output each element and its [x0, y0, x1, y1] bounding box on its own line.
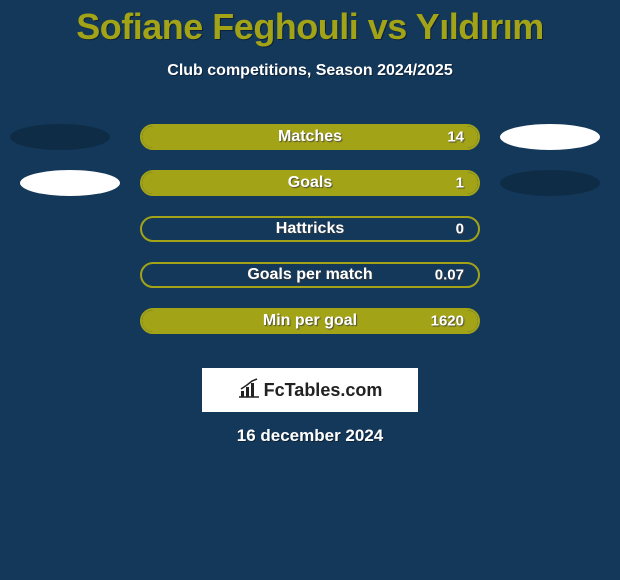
stat-value: 1620	[431, 313, 464, 330]
watermark-logo: FcTables.com	[202, 368, 418, 412]
page-title: Sofiane Feghouli vs Yıldırım	[0, 0, 620, 48]
stat-bar: Matches 14	[140, 124, 480, 150]
logo-text: FcTables.com	[264, 380, 383, 401]
player2-marker	[500, 124, 600, 150]
stat-label: Hattricks	[276, 220, 344, 238]
stat-bar: Goals per match 0.07	[140, 262, 480, 288]
stat-value: 1	[456, 175, 464, 192]
stat-label: Goals per match	[247, 266, 372, 284]
bar-chart-icon	[238, 378, 260, 403]
stat-row-min-per-goal: Min per goal 1620	[0, 298, 620, 344]
stat-value: 14	[447, 129, 464, 146]
stat-label: Goals	[288, 174, 332, 192]
stat-value: 0	[456, 221, 464, 238]
stat-row-goals: Goals 1	[0, 160, 620, 206]
stat-label: Min per goal	[263, 312, 357, 330]
stat-value: 0.07	[435, 267, 464, 284]
player1-marker	[20, 170, 120, 196]
player1-marker	[10, 124, 110, 150]
stat-bar: Goals 1	[140, 170, 480, 196]
stat-bar: Hattricks 0	[140, 216, 480, 242]
subtitle: Club competitions, Season 2024/2025	[0, 62, 620, 80]
stat-row-goals-per-match: Goals per match 0.07	[0, 252, 620, 298]
stat-label: Matches	[278, 128, 342, 146]
date-text: 16 december 2024	[0, 426, 620, 446]
stat-row-hattricks: Hattricks 0	[0, 206, 620, 252]
stat-row-matches: Matches 14	[0, 114, 620, 160]
player2-marker	[500, 170, 600, 196]
stats-container: Matches 14 Goals 1 Hattricks 0 Goals per…	[0, 114, 620, 344]
stat-bar: Min per goal 1620	[140, 308, 480, 334]
